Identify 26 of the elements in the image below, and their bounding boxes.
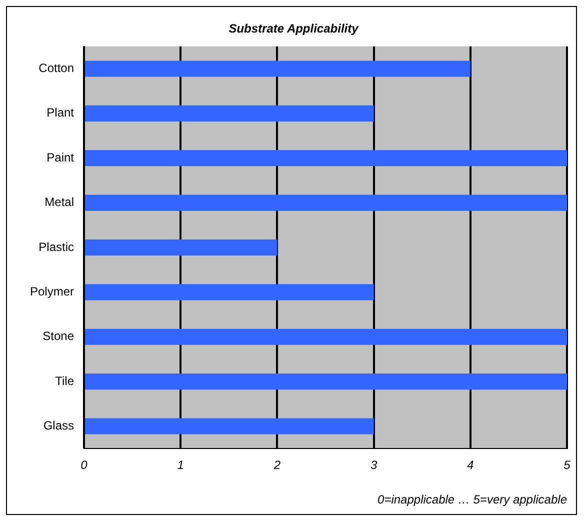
x-tick-label: 3 (370, 458, 378, 472)
bar (85, 374, 567, 390)
bar (85, 194, 567, 211)
y-tick-label: Paint (46, 150, 75, 164)
text: 0=inapplicable … 5=very applicable (378, 492, 568, 506)
x-tick-label: 2 (272, 458, 281, 472)
bar (85, 60, 470, 77)
bar (85, 284, 374, 300)
bar (85, 328, 567, 345)
x-tick-label: 1 (177, 458, 184, 472)
y-tick-label: Plant (46, 106, 75, 120)
bar (85, 239, 278, 256)
bar (85, 150, 567, 166)
y-tick-label: Tile (55, 374, 74, 388)
chart-title: Substrate Applicability (228, 22, 360, 36)
x-tick-label: 0 (80, 458, 88, 472)
y-tick-label: Polymer (30, 284, 74, 298)
y-tick-label: Glass (43, 418, 74, 433)
y-tick-label: Metal (44, 195, 74, 210)
y-tick-label: Stone (42, 329, 74, 344)
y-tick-label: Plastic (38, 240, 74, 254)
x-tick-label: 4 (467, 458, 474, 472)
bar (85, 418, 374, 434)
bar (85, 105, 374, 122)
y-tick-label: Cotton (38, 61, 74, 76)
x-tick-label: 5 (564, 458, 571, 472)
